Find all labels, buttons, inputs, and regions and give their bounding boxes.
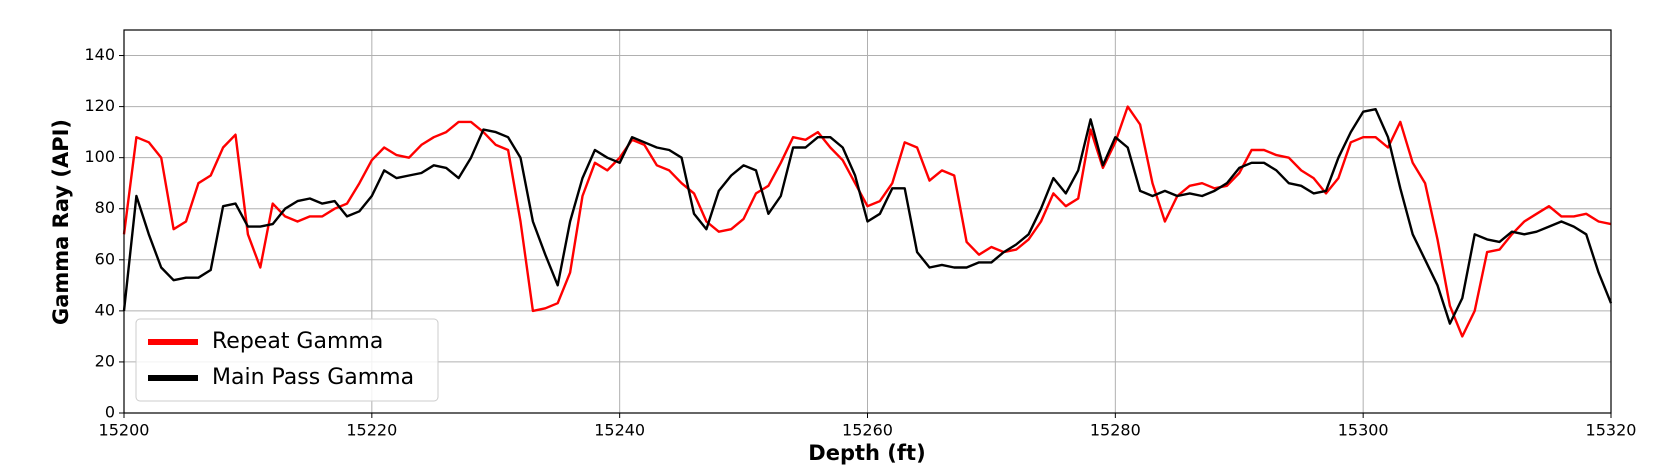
x-tick-label: 15200 [99, 421, 150, 440]
y-tick-label: 40 [95, 300, 115, 319]
y-tick-label: 20 [95, 351, 115, 370]
legend: Repeat Gamma Main Pass Gamma [135, 318, 439, 402]
plot-frame [123, 29, 1612, 414]
y-tick-label: 140 [84, 45, 115, 64]
y-tick-label: 0 [105, 403, 115, 422]
x-tick-label: 15320 [1586, 421, 1637, 440]
x-tick-label: 15260 [842, 421, 893, 440]
x-axis-label: Depth (ft) [808, 441, 925, 465]
legend-label: Repeat Gamma [212, 329, 383, 354]
x-tick-label: 15220 [346, 421, 397, 440]
legend-label: Main Pass Gamma [212, 365, 414, 390]
series-line [122, 105, 1612, 338]
y-tick-label: 120 [84, 96, 115, 115]
legend-box [135, 318, 439, 402]
y-tick-label: 60 [95, 249, 115, 268]
y-tick-label: 80 [95, 198, 115, 217]
x-tick-label: 15280 [1090, 421, 1141, 440]
series-line [122, 108, 1613, 325]
y-axis-label: Gamma Ray (API) [49, 119, 73, 325]
y-tick-label: 100 [84, 147, 115, 166]
x-tick-label: 15240 [594, 421, 645, 440]
x-tick-label: 15300 [1338, 421, 1389, 440]
